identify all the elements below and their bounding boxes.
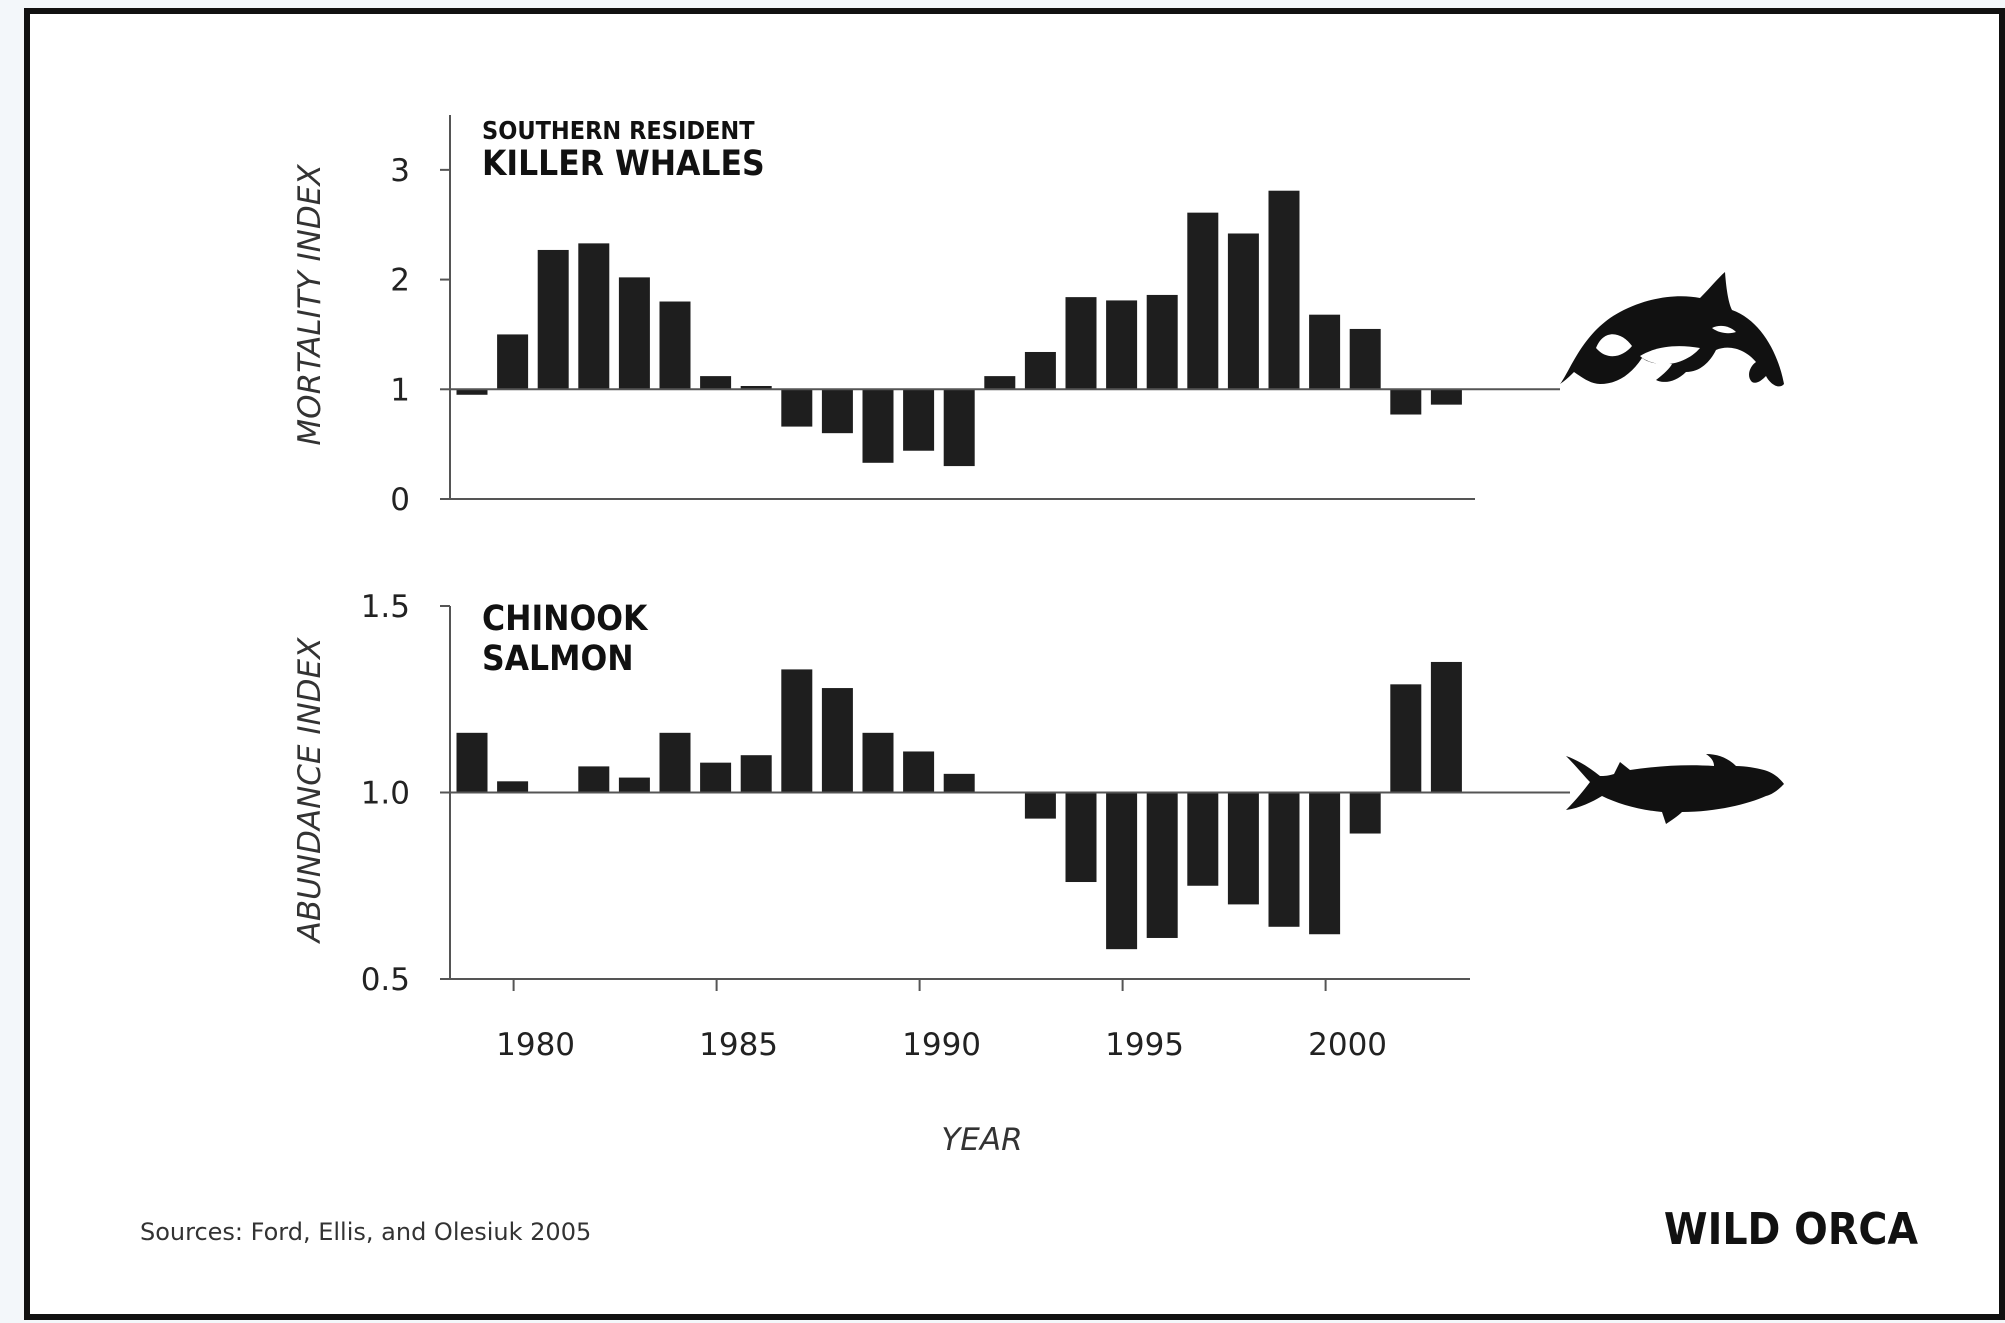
abundance-bar: [1349, 792, 1381, 834]
mortality-bar: [456, 389, 488, 395]
x-tick-label: 1980: [496, 1027, 575, 1063]
abundance-bar: [740, 755, 772, 793]
abundance-bar: [618, 777, 650, 793]
abundance-bar: [659, 732, 691, 793]
orca-title-line2: KILLER WHALES: [482, 144, 765, 184]
brand-logo-text: WILD ORCA: [1664, 1204, 1918, 1255]
mortality-bar: [618, 277, 650, 390]
orca-icon: [1560, 272, 1784, 387]
mortality-bar: [1390, 389, 1422, 415]
salmon-icon: [1566, 754, 1784, 824]
mortality-y-tick-label: 1: [390, 372, 410, 408]
abundance-bar: [862, 732, 894, 793]
abundance-bar: [1106, 792, 1138, 950]
abundance-bar: [1024, 792, 1056, 819]
abundance-bar: [903, 751, 935, 793]
x-tick-label: 1995: [1105, 1027, 1184, 1063]
mortality-bar: [1065, 297, 1097, 390]
abundance-bar: [1146, 792, 1178, 938]
abundance-y-tick-label: 0.5: [361, 962, 410, 998]
orca-title-line1: SOUTHERN RESIDENT: [482, 116, 755, 145]
abundance-y-tick-label: 1.5: [361, 589, 410, 625]
mortality-bar: [1430, 389, 1462, 405]
mortality-bar: [1268, 190, 1300, 390]
abundance-bar: [821, 688, 853, 793]
figure-frame: [24, 8, 2005, 1320]
mortality-y-tick-label: 0: [390, 482, 410, 518]
mortality-bar: [984, 376, 1016, 390]
mortality-bar: [659, 301, 691, 390]
mortality-bar: [1187, 212, 1219, 390]
x-tick-label: 1990: [902, 1027, 981, 1063]
abundance-bar: [578, 766, 610, 793]
source-note: Sources: Ford, Ellis, and Olesiuk 2005: [140, 1218, 591, 1246]
x-tick-label: 2000: [1308, 1027, 1387, 1063]
abundance-bar: [1430, 661, 1462, 793]
abundance-axis-label: ABUNDANCE INDEX: [292, 637, 328, 944]
mortality-bar: [497, 334, 529, 390]
mortality-bar: [862, 389, 894, 463]
mortality-axis-label: MORTALITY INDEX: [292, 164, 328, 446]
year-axis-label: YEAR: [941, 1122, 1022, 1158]
abundance-y-tick-label: 1.0: [361, 776, 410, 812]
mortality-bar: [943, 389, 975, 467]
abundance-bar: [1187, 792, 1219, 886]
x-tick-label: 1985: [699, 1027, 778, 1063]
mortality-bar: [781, 389, 813, 427]
abundance-bar: [700, 762, 732, 793]
mortality-bar: [1024, 351, 1056, 390]
abundance-bar: [1390, 684, 1422, 793]
abundance-bar: [497, 781, 529, 793]
salmon-title-line2: SALMON: [482, 639, 634, 679]
mortality-y-tick-label: 3: [390, 153, 410, 189]
mortality-bar: [740, 385, 772, 390]
mortality-bar: [1309, 314, 1341, 390]
abundance-bar: [1227, 792, 1259, 905]
mortality-bar: [903, 389, 935, 451]
abundance-bar: [1268, 792, 1300, 927]
mortality-bar: [821, 389, 853, 434]
mortality-bar: [537, 249, 569, 390]
abundance-bar: [943, 773, 975, 793]
abundance-bar: [781, 669, 813, 793]
mortality-bar: [1227, 233, 1259, 390]
mortality-bar: [1349, 328, 1381, 390]
salmon-title-line1: CHINOOK: [482, 599, 649, 639]
mortality-bar: [700, 376, 732, 390]
mortality-bar: [1146, 294, 1178, 390]
mortality-y-tick-label: 2: [390, 263, 410, 299]
mortality-bar: [1106, 300, 1138, 390]
abundance-bar: [456, 732, 488, 793]
abundance-bar: [1309, 792, 1341, 935]
mortality-bar: [578, 243, 610, 390]
abundance-bar: [1065, 792, 1097, 883]
